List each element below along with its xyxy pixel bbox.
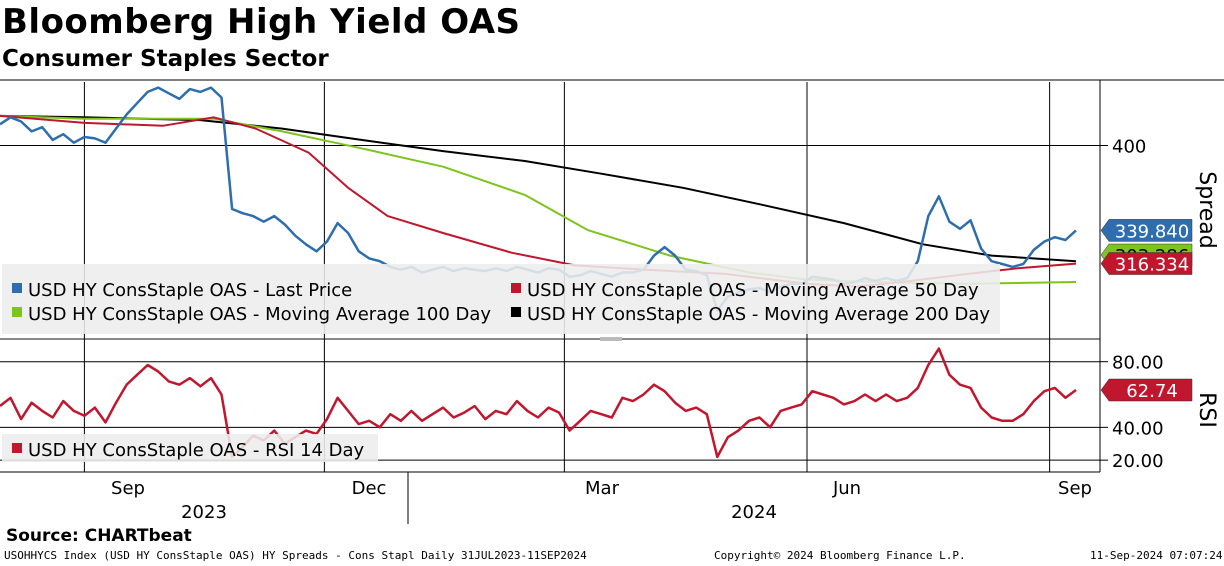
rsi-ytick-label-2: 20.00 <box>1112 451 1164 472</box>
legend-swatch-rsi <box>12 443 22 453</box>
series-line-rsi <box>0 347 1077 459</box>
spread-legend-box <box>2 264 1000 334</box>
rsi-panel <box>0 347 1077 459</box>
rsi-axis-title: RSI <box>1194 392 1219 428</box>
tag-last-price-text: 339.840 <box>1115 221 1189 242</box>
copyright: Copyright© 2024 Bloomberg Finance L.P. <box>714 549 966 562</box>
series-line-ma200 <box>0 114 1077 263</box>
tag-rsi-text: 62.74 <box>1126 381 1178 402</box>
rsi-ytick-label-0: 80.00 <box>1112 353 1164 374</box>
year-label-2024: 2024 <box>731 502 777 523</box>
xtick-label-sep-2024: Sep <box>1058 478 1092 499</box>
legend-swatch-ma200 <box>511 307 521 317</box>
chart-subtitle: Consumer Staples Sector <box>2 46 329 72</box>
legend-swatch-ma50 <box>511 283 521 293</box>
tag-last-price: 339.840 <box>1100 219 1193 242</box>
tag-ma50: 316.334 <box>1100 252 1193 276</box>
tag-rsi-shape <box>1100 378 1193 402</box>
legend-label-rsi: USD HY ConsStaple OAS - RSI 14 Day <box>28 440 365 461</box>
legend-label-ma50: USD HY ConsStaple OAS - Moving Average 5… <box>527 280 979 301</box>
rsi-legend-box <box>2 434 378 462</box>
tag-ma50-text: 316.334 <box>1115 255 1189 276</box>
legend-label-ma200: USD HY ConsStaple OAS - Moving Average 2… <box>527 304 990 325</box>
spread-legend: USD HY ConsStaple OAS - Last Price USD H… <box>2 264 1000 334</box>
xtick-label-mar: Mar <box>585 478 620 499</box>
chart-title: Bloomberg High Yield OAS <box>2 2 521 42</box>
spread-axis-title: Spread <box>1194 171 1219 248</box>
legend-label-last-price: USD HY ConsStaple OAS - Last Price <box>28 280 352 301</box>
tag-ma50-shape <box>1100 252 1193 275</box>
xtick-label-dec: Dec <box>352 478 387 499</box>
tag-last-price-shape <box>1100 219 1193 242</box>
year-label-2023: 2023 <box>181 502 227 523</box>
timestamp: 11-Sep-2024 07:07:24 <box>1090 549 1223 562</box>
xtick-label-sep-2023: Sep <box>111 478 145 499</box>
legend-swatch-last-price <box>12 283 22 293</box>
right-axis-ticks: 400 80.00 40.00 20.00 <box>1100 137 1164 472</box>
source-note: Source: CHARTbeat <box>6 526 192 546</box>
tag-rsi: 62.74 <box>1100 378 1193 402</box>
panel-divider-handle[interactable] <box>600 337 622 341</box>
rsi-legend: USD HY ConsStaple OAS - RSI 14 Day <box>2 434 378 462</box>
xtick-label-jun: Jun <box>832 478 861 499</box>
index-info: USOHHYCS Index (USD HY ConsStaple OAS) H… <box>4 549 587 562</box>
spread-ytick-label-0: 400 <box>1112 137 1146 158</box>
legend-label-ma100: USD HY ConsStaple OAS - Moving Average 1… <box>28 304 491 325</box>
legend-swatch-ma100 <box>12 307 22 317</box>
rsi-ytick-label-1: 40.00 <box>1112 418 1164 439</box>
